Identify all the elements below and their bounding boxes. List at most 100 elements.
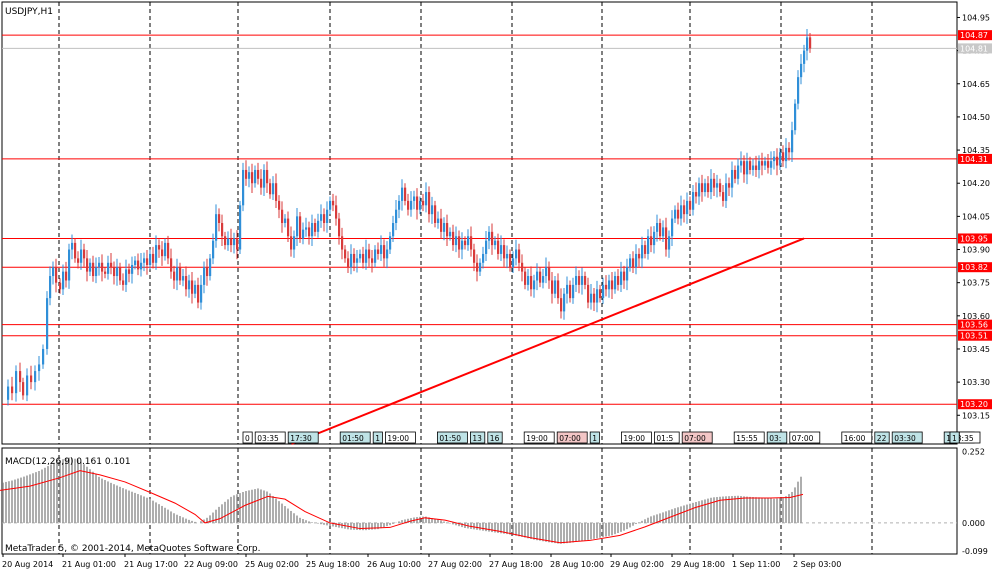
time-tick-label: 28 Aug 10:00 bbox=[550, 560, 604, 569]
candle-body bbox=[497, 240, 500, 254]
candle-body bbox=[443, 223, 446, 232]
candle-body bbox=[125, 269, 128, 285]
event-marker-label: 15:55 bbox=[736, 434, 758, 443]
event-marker-label: 0 bbox=[245, 434, 250, 443]
time-tick-label: 21 Aug 01:00 bbox=[62, 560, 116, 569]
event-marker bbox=[556, 431, 588, 444]
price-tick-label: 103.90 bbox=[962, 246, 990, 255]
price-tick-label: 104.20 bbox=[962, 179, 990, 188]
candle-body bbox=[629, 258, 632, 268]
candle-body bbox=[104, 271, 107, 274]
time-tick-label: 26 Aug 10:00 bbox=[367, 560, 421, 569]
candle-body bbox=[488, 231, 491, 241]
candle-body bbox=[146, 258, 149, 265]
candle-body bbox=[650, 236, 653, 246]
time-tick-label: 21 Aug 17:00 bbox=[124, 560, 178, 569]
candle-body bbox=[731, 169, 734, 188]
candle-body bbox=[161, 249, 164, 257]
candle-body bbox=[470, 236, 473, 250]
candle-body bbox=[86, 258, 89, 272]
candle-body bbox=[113, 267, 116, 277]
candle-body bbox=[752, 165, 755, 170]
candle-body bbox=[179, 267, 182, 281]
price-tick-label: 103.75 bbox=[962, 279, 990, 288]
candle-body bbox=[377, 249, 380, 254]
candle-body bbox=[425, 192, 428, 206]
candle-body bbox=[245, 169, 248, 179]
candle-body bbox=[362, 253, 365, 263]
candle-body bbox=[569, 284, 572, 299]
candle-body bbox=[383, 245, 386, 259]
candle-body bbox=[287, 218, 290, 237]
price-level-tag bbox=[958, 233, 992, 244]
candle-body bbox=[614, 276, 617, 290]
candle-body bbox=[422, 200, 425, 206]
price-level-label: 103.51 bbox=[960, 332, 988, 341]
bid-price-tag bbox=[958, 43, 992, 54]
candle-body bbox=[34, 371, 37, 383]
candle-body bbox=[365, 249, 368, 263]
candle-body bbox=[350, 253, 353, 268]
candle-body bbox=[185, 276, 188, 290]
candle-body bbox=[677, 209, 680, 219]
candle-body bbox=[401, 187, 404, 201]
candle-body bbox=[566, 284, 569, 294]
event-marker bbox=[766, 431, 788, 444]
candle-body bbox=[617, 276, 620, 285]
time-tick-label: 22 Aug 09:00 bbox=[184, 560, 238, 569]
candle-body bbox=[494, 240, 497, 246]
price-level-label: 103.56 bbox=[960, 321, 988, 330]
candle-body bbox=[638, 253, 641, 259]
candle-body bbox=[341, 236, 344, 250]
candle-body bbox=[701, 183, 704, 193]
macd-pane[interactable]: 0.252 0.000 -0.099 20 Aug 2014 21 Aug 01:00 2… bbox=[0, 447, 988, 569]
candle-body bbox=[407, 200, 410, 210]
candle-body bbox=[152, 253, 155, 263]
candle-body bbox=[722, 192, 725, 201]
event-marker-label: 03:35 bbox=[257, 434, 279, 443]
candle-body bbox=[737, 165, 740, 179]
candle-body bbox=[62, 271, 65, 290]
candle-body bbox=[692, 192, 695, 210]
candle-body bbox=[788, 147, 791, 153]
candle-body bbox=[689, 200, 692, 210]
candle-body bbox=[554, 280, 557, 294]
candle-body bbox=[74, 242, 77, 259]
candle-body bbox=[242, 169, 245, 206]
macd-signal-line bbox=[0, 470, 804, 544]
price-tick-label: 103.15 bbox=[962, 411, 990, 420]
candle-body bbox=[593, 293, 596, 303]
candle-body bbox=[551, 280, 554, 294]
candle-body bbox=[602, 284, 605, 299]
price-tick-label: 104.05 bbox=[962, 212, 990, 221]
price-tick-label: 103.60 bbox=[962, 312, 990, 321]
candle-body bbox=[416, 196, 419, 210]
time-tick-label: 20 Aug 2014 bbox=[2, 560, 53, 569]
event-marker bbox=[733, 431, 765, 444]
candle-body bbox=[251, 172, 254, 184]
candle-body bbox=[71, 242, 74, 250]
price-tick-label: 103.45 bbox=[962, 345, 990, 354]
candle-body bbox=[809, 37, 812, 49]
candle-body bbox=[446, 223, 449, 237]
candle-body bbox=[182, 276, 185, 281]
time-tick-label: 25 Aug 18:00 bbox=[306, 560, 360, 569]
event-marker bbox=[436, 431, 468, 444]
price-pane[interactable]: 104.95104.80104.65104.50104.35104.20104.… bbox=[1, 1, 992, 445]
candle-body bbox=[527, 276, 530, 285]
candle-body bbox=[110, 262, 113, 268]
candle-body bbox=[452, 231, 455, 246]
price-level-label: 104.31 bbox=[960, 155, 988, 164]
candle-body bbox=[122, 280, 125, 285]
candle-body bbox=[194, 284, 197, 294]
candle-body bbox=[413, 196, 416, 201]
candle-body bbox=[794, 103, 797, 131]
candle-body bbox=[683, 205, 686, 215]
candle-body bbox=[518, 249, 521, 263]
bid-price-label: 104.81 bbox=[960, 44, 988, 53]
event-marker-label: 01:50 bbox=[439, 434, 461, 443]
candle-body bbox=[218, 214, 221, 223]
candle-body bbox=[52, 267, 55, 277]
event-marker-label: 07:00 bbox=[684, 434, 706, 443]
